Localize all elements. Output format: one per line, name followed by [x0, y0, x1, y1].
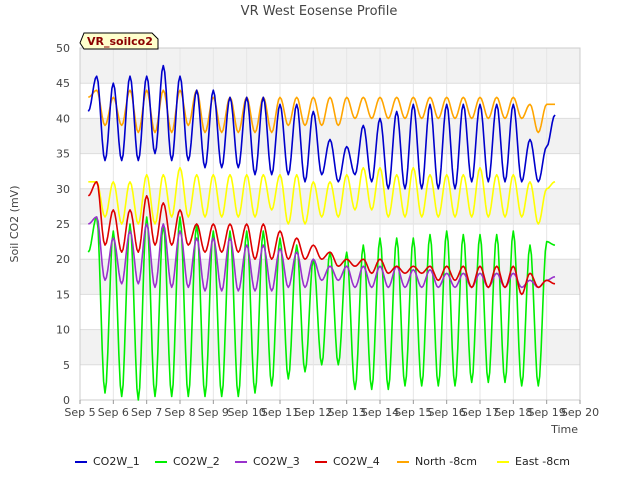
plot-band: [80, 188, 580, 224]
legend-label-co2w-1: CO2W_1: [93, 455, 140, 468]
x-axis-label: Time: [550, 423, 578, 436]
x-tick-label: Sep 7: [131, 406, 162, 419]
plot-background-bands: [80, 48, 580, 365]
x-tick-label: Sep 14: [361, 406, 399, 419]
x-tick-label: Sep 11: [261, 406, 299, 419]
x-tick-label: Sep 6: [98, 406, 129, 419]
y-tick-label: 35: [56, 148, 70, 161]
series-lines: [87, 64, 556, 401]
legend-label-co2w-3: CO2W_3: [253, 455, 300, 468]
y-tick-label: 10: [56, 324, 70, 337]
y-tick-label: 50: [56, 42, 70, 55]
y-tick-label: 15: [56, 288, 70, 301]
x-tick-label: Sep 10: [228, 406, 266, 419]
plot-band: [80, 329, 580, 365]
y-tick-label: 40: [56, 112, 70, 125]
y-tick-label: 20: [56, 253, 70, 266]
plot-band: [80, 118, 580, 154]
x-tick-label: Sep 5: [64, 406, 95, 419]
y-tick-label: 0: [63, 394, 70, 407]
x-tick-label: Sep 13: [328, 406, 366, 419]
x-tick-label: Sep 17: [461, 406, 499, 419]
x-tick-label: Sep 9: [198, 406, 229, 419]
y-axis-label: Soil CO2 (mV): [8, 186, 21, 263]
legend-label-north-8cm: North -8cm: [415, 455, 477, 468]
series-line-co2w-1: [87, 64, 556, 190]
legend: CO2W_1 CO2W_2 CO2W_3 CO2W_4 North -8cm East -…: [75, 455, 570, 468]
legend-label-co2w-4: CO2W_4: [333, 455, 380, 468]
y-tick-label: 25: [56, 218, 70, 231]
y-tick-label: 30: [56, 183, 70, 196]
x-tick-label: Sep 20: [561, 406, 599, 419]
y-axis-ticks: 0 5 10 15 20 25 30 35 40 45 50: [56, 42, 70, 407]
site-badge-label: VR_soilco2: [87, 35, 153, 48]
plot-band: [80, 48, 580, 84]
series-line-co2w-3: [88, 216, 556, 292]
chart-title: VR West Eosense Profile: [241, 4, 398, 19]
plot-band: [80, 259, 580, 295]
site-badge: VR_soilco2: [79, 32, 159, 50]
series-line-co2w-4: [87, 181, 556, 296]
series-line-east-8cm: [88, 166, 556, 225]
x-tick-label: Sep 12: [294, 406, 332, 419]
series-line-co2w-2: [87, 216, 556, 401]
legend-label-east-8cm: East -8cm: [515, 455, 570, 468]
y-tick-label: 5: [63, 359, 70, 372]
x-tick-label: Sep 18: [494, 406, 532, 419]
x-tick-label: Sep 15: [394, 406, 432, 419]
x-tick-label: Sep 8: [164, 406, 195, 419]
x-tick-label: Sep 19: [528, 406, 566, 419]
x-tick-label: Sep 16: [428, 406, 466, 419]
plot-area-frame: [79, 47, 581, 401]
legend-label-co2w-2: CO2W_2: [173, 455, 220, 468]
y-tick-label: 45: [56, 77, 70, 90]
